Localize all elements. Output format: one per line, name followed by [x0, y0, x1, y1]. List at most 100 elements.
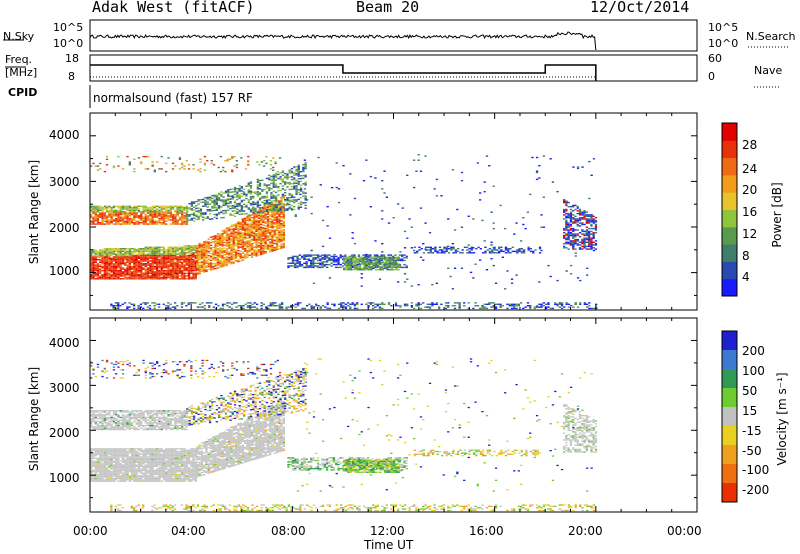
power-cell	[274, 175, 278, 177]
power-cell	[307, 266, 311, 269]
power-cell	[142, 223, 145, 225]
power-cell	[211, 197, 214, 200]
power-cell	[431, 284, 434, 286]
power-cell	[295, 168, 298, 171]
power-cell	[214, 263, 217, 266]
power-cell	[213, 200, 216, 202]
power-cell	[186, 214, 189, 216]
power-cell	[246, 253, 249, 256]
power-cell	[181, 219, 184, 221]
power-cell	[551, 181, 555, 183]
power-cell	[151, 267, 154, 269]
power-cell	[153, 206, 156, 209]
power-cell	[282, 230, 285, 232]
power-cell	[248, 249, 251, 251]
power-cell	[583, 245, 586, 248]
power-cell	[146, 267, 150, 269]
power-cell	[255, 214, 258, 216]
power-cell	[151, 215, 154, 217]
power-cell	[286, 186, 289, 188]
power-cell	[181, 206, 184, 209]
power-cell	[151, 276, 154, 279]
power-cell	[265, 162, 268, 165]
power-cell	[238, 197, 241, 199]
power-cell	[101, 256, 104, 258]
power-cell	[219, 248, 222, 251]
power-cell	[241, 226, 244, 228]
power-cell	[269, 236, 272, 238]
power-cell	[280, 213, 283, 215]
power-cell	[117, 248, 120, 250]
power-cell	[585, 233, 588, 235]
power-cell	[262, 232, 265, 234]
power-cell	[160, 260, 163, 262]
power-cell	[205, 244, 208, 247]
power-cell	[378, 278, 382, 280]
power-cell	[269, 244, 272, 246]
power-cell	[167, 250, 170, 253]
power-cell	[203, 305, 206, 307]
power-cell	[140, 162, 143, 165]
power-cell	[249, 185, 253, 187]
power-cell	[220, 195, 223, 197]
power-cell	[230, 224, 233, 227]
power-cell	[567, 229, 570, 231]
power-cell	[266, 223, 270, 225]
power-cell	[463, 246, 467, 248]
power-cell	[197, 200, 200, 202]
power-cell	[354, 264, 357, 267]
power-cell	[306, 199, 309, 201]
power-cell	[328, 277, 332, 279]
power-cell	[250, 217, 254, 219]
power-cell	[131, 252, 134, 254]
power-cell	[247, 207, 250, 209]
power-cell	[239, 232, 242, 235]
power-cell	[200, 269, 204, 271]
power-cell	[260, 302, 263, 304]
power-cell	[291, 255, 295, 258]
power-cell	[230, 234, 233, 236]
power-cell	[165, 220, 168, 222]
power-cell	[271, 238, 274, 240]
power-cell	[381, 188, 384, 190]
power-cell	[488, 302, 491, 304]
power-cell	[171, 205, 175, 207]
power-cell	[108, 220, 111, 222]
power-cell	[126, 306, 129, 308]
power-cell	[366, 255, 370, 258]
power-cell	[588, 197, 591, 200]
power-cell	[192, 213, 196, 215]
power-cell	[298, 262, 301, 264]
power-cell	[540, 249, 543, 252]
power-cell	[221, 232, 224, 235]
power-cell	[228, 260, 231, 263]
power-cell	[588, 243, 591, 245]
power-cell	[590, 247, 593, 249]
power-cell	[137, 305, 140, 307]
power-cell	[344, 255, 347, 258]
power-cell	[444, 305, 448, 307]
power-cell	[299, 203, 303, 206]
power-cell	[572, 248, 575, 250]
power-cell	[374, 303, 377, 305]
power-cell	[266, 224, 270, 226]
power-cell	[169, 212, 172, 214]
power-cell	[232, 255, 235, 257]
power-cell	[278, 245, 281, 247]
power-cell	[397, 264, 400, 267]
power-cell	[96, 165, 100, 167]
power-cell	[567, 226, 570, 228]
power-cell	[394, 303, 398, 305]
power-cell	[171, 208, 175, 210]
velocity-cell	[108, 467, 111, 469]
power-cell	[250, 240, 254, 242]
power-cell	[178, 249, 182, 251]
power-cell	[110, 209, 113, 212]
power-cell	[176, 260, 179, 262]
power-cell	[401, 255, 404, 258]
power-cell	[156, 222, 159, 224]
power-heatmap	[90, 154, 598, 310]
power-cell	[388, 269, 391, 271]
power-cell	[281, 171, 284, 174]
power-cell	[244, 254, 247, 256]
